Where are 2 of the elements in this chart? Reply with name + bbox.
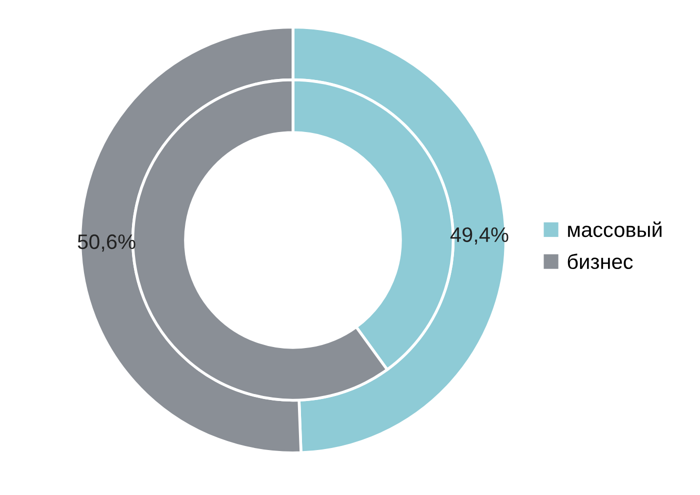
- legend-label: массовый: [568, 221, 662, 238]
- legend-label: бизнес: [568, 254, 633, 270]
